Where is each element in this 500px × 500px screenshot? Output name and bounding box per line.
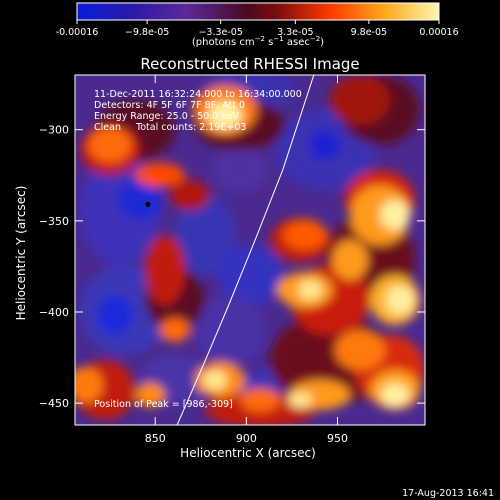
annotation-energy: Energy Range: 25.0 - 50.0 keV [94, 111, 239, 122]
peak-layer [145, 201, 151, 207]
colorbar-tick-label: 9.8e-05 [351, 27, 387, 38]
annotation-clean: Clean Total counts: 2.19E+03 [94, 122, 246, 133]
colorbar-unit-label: (photons cm−2 s−1 asec−2) [192, 35, 324, 48]
colorbar-tick-label: −9.8e-05 [125, 27, 169, 38]
x-tick-label: 900 [236, 432, 257, 445]
colorbar-ticks: -0.00016 −9.8e-05 −3.3e-05 3.3e-05 9.8e-05 0.… [56, 20, 459, 38]
colorbar-tick-label: 0.00016 [419, 27, 458, 38]
y-tick-label: −350 [39, 215, 69, 228]
annotation-time: 11-Dec-2011 16:32:24.000 to 16:34:00.000 [94, 89, 302, 100]
plot-frame [74, 74, 426, 426]
limb-layer [176, 75, 315, 425]
axis-ticks: 850 900 950 −300 −350 −400 −450 [39, 75, 425, 445]
y-tick-label: −450 [39, 397, 69, 410]
footer-timestamp: 17-Aug-2013 16:41 [402, 488, 494, 499]
y-axis-label: Heliocentric Y (arcsec) [14, 186, 28, 321]
colorbar-tick-label: 3.3e-05 [277, 27, 313, 38]
x-tick-label: 850 [145, 432, 166, 445]
heatmap-image [75, 75, 425, 425]
colorbar [76, 2, 440, 21]
peak-marker [145, 201, 151, 207]
x-axis-label: Heliocentric X (arcsec) [180, 446, 316, 460]
y-tick-label: −300 [39, 124, 69, 137]
chart-title: Reconstructed RHESSI Image [140, 55, 359, 73]
solar-limb-line [176, 75, 315, 425]
annotation-peak-position: Position of Peak = [986,-309] [94, 399, 233, 410]
colorbar-tick-label: -0.00016 [56, 27, 99, 38]
annotation-detectors: Detectors: 4F 5F 6F 7F 8F, Att 0 [94, 100, 245, 111]
y-tick-label: −400 [39, 306, 69, 319]
x-tick-label: 950 [327, 432, 348, 445]
colorbar-tick-label: −3.3e-05 [198, 27, 242, 38]
